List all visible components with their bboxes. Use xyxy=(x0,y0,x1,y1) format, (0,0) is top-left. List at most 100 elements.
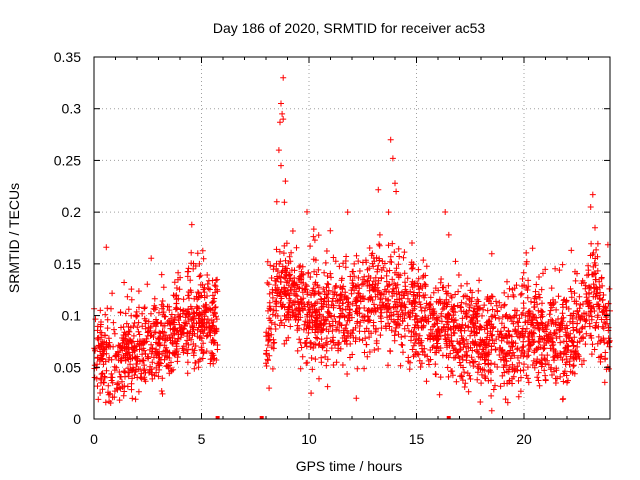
data-point xyxy=(266,352,273,359)
data-point xyxy=(454,338,461,345)
data-point xyxy=(207,307,214,314)
data-point xyxy=(385,242,392,249)
data-point xyxy=(353,297,360,304)
data-point xyxy=(396,291,403,298)
data-point xyxy=(445,282,452,289)
data-point xyxy=(173,300,180,307)
data-point xyxy=(337,284,344,291)
data-point xyxy=(505,328,512,335)
data-point xyxy=(355,290,362,297)
data-point xyxy=(128,338,134,345)
data-point xyxy=(488,300,494,307)
data-point xyxy=(473,342,480,349)
data-point xyxy=(444,301,451,308)
data-point xyxy=(560,338,567,345)
data-point xyxy=(499,372,506,379)
data-point xyxy=(393,285,400,291)
data-point xyxy=(180,296,187,303)
data-point xyxy=(197,293,203,300)
data-point xyxy=(288,249,295,256)
data-point xyxy=(156,309,162,316)
data-point xyxy=(423,263,430,270)
data-point xyxy=(519,348,525,355)
data-point xyxy=(449,368,456,375)
data-point xyxy=(323,335,330,342)
data-point xyxy=(94,383,101,390)
data-point xyxy=(395,311,402,318)
data-point xyxy=(133,361,140,367)
data-point xyxy=(325,298,332,305)
data-point xyxy=(489,331,496,338)
data-point xyxy=(311,268,318,275)
data-point xyxy=(187,303,194,310)
data-point xyxy=(176,321,183,328)
data-point xyxy=(488,332,495,339)
data-point xyxy=(474,376,481,383)
data-point xyxy=(556,333,563,340)
data-point xyxy=(587,204,594,210)
data-point xyxy=(597,296,603,303)
data-point xyxy=(136,346,143,353)
data-point xyxy=(199,247,206,254)
data-point xyxy=(92,346,99,352)
data-point xyxy=(318,304,325,310)
data-point xyxy=(284,312,290,318)
data-point xyxy=(489,306,496,313)
data-point xyxy=(131,320,138,326)
data-point xyxy=(430,289,437,296)
data-point xyxy=(588,351,595,358)
data-point xyxy=(562,368,568,375)
data-point xyxy=(359,337,366,344)
data-point xyxy=(588,313,595,320)
data-point xyxy=(514,345,521,352)
data-point xyxy=(136,331,143,338)
data-point xyxy=(171,279,178,286)
data-point xyxy=(361,296,368,302)
data-point xyxy=(421,352,428,359)
data-point xyxy=(404,322,411,329)
data-point xyxy=(498,331,505,337)
data-point xyxy=(497,383,504,390)
data-point xyxy=(135,388,142,395)
data-point xyxy=(425,302,432,308)
data-point xyxy=(145,318,152,325)
data-point xyxy=(322,353,329,360)
data-point xyxy=(334,297,341,304)
data-point xyxy=(555,316,561,322)
data-point xyxy=(194,289,201,296)
data-point xyxy=(318,329,324,336)
data-point xyxy=(333,326,340,333)
data-point xyxy=(316,311,323,318)
data-point xyxy=(105,382,112,389)
data-point xyxy=(359,295,366,301)
data-point xyxy=(296,336,303,343)
data-point xyxy=(530,330,537,337)
data-point xyxy=(267,326,274,332)
data-point xyxy=(99,356,106,363)
data-point xyxy=(594,340,601,347)
data-point xyxy=(541,367,548,374)
data-point xyxy=(560,395,567,402)
data-point xyxy=(586,284,593,291)
data-point xyxy=(568,337,575,344)
data-point xyxy=(445,231,452,238)
data-point xyxy=(479,312,485,319)
data-point xyxy=(295,311,302,318)
data-point xyxy=(102,399,109,406)
data-point xyxy=(392,180,398,187)
data-point xyxy=(409,346,416,353)
data-point xyxy=(420,272,427,279)
data-point xyxy=(165,365,172,372)
data-point xyxy=(530,339,537,346)
data-point xyxy=(573,326,580,333)
data-point xyxy=(130,323,137,330)
data-point xyxy=(184,370,191,377)
data-point xyxy=(594,240,601,247)
data-point xyxy=(128,386,135,393)
data-point xyxy=(188,249,195,256)
data-point xyxy=(401,325,408,332)
data-point xyxy=(546,311,553,318)
data-point xyxy=(491,312,498,319)
data-point xyxy=(175,295,182,302)
data-point xyxy=(264,279,271,286)
